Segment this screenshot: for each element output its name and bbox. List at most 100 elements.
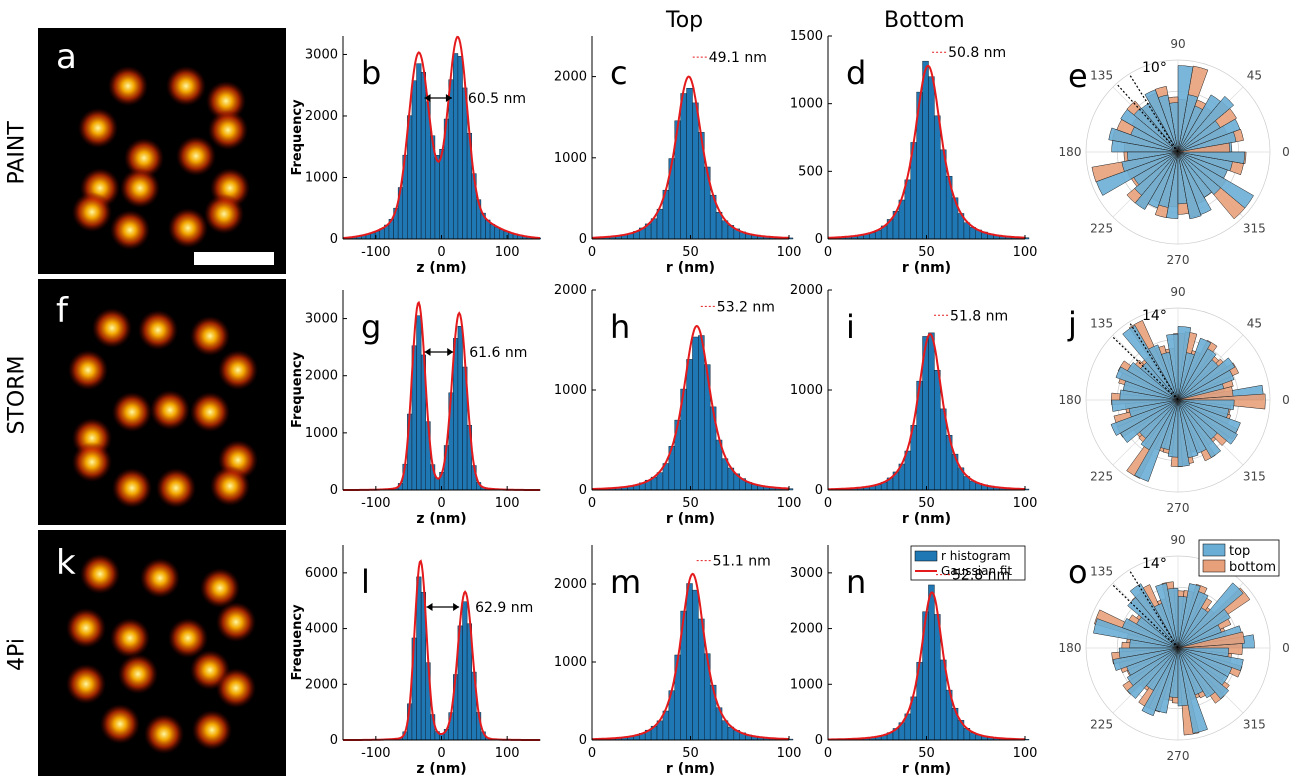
image-spot [216,602,256,642]
y-tick-label: 2000 [305,109,338,124]
polar-legend-swatch-top [1202,543,1226,557]
polar-wedge-top [1177,95,1235,153]
x-tick-label: 0 [824,245,832,260]
polar-angle-label: 45 [1247,317,1262,331]
separation-label: 62.9 nm [475,600,533,616]
image-spot [110,210,150,250]
polar-wedge-top [1177,647,1208,734]
polar-wedge-top [1166,151,1179,219]
x-axis-label: r (nm) [666,511,715,527]
panel-letter-g: g [361,308,381,346]
polar-legend-label-top: top [1229,544,1250,559]
polar-angle-label: 45 [1247,69,1262,83]
histogram-bar [934,614,941,741]
panel-letter-n: n [846,563,866,601]
x-axis-label: z (nm) [416,260,466,276]
y-tick-label: 0 [815,733,823,748]
histogram-bar [457,326,463,491]
histogram-bar [448,79,454,240]
image-spot [112,468,152,508]
x-tick-label: 50 [918,245,935,260]
polar-legend-label-bottom: bottom [1229,560,1276,575]
polar-angle-label: 90 [1170,37,1185,51]
y-tick-label: 3000 [305,47,338,62]
gaussian-fit-line [592,325,789,490]
histogram-bar [692,589,699,741]
y-tick-label: 1000 [554,151,587,166]
angle-label: 10° [1142,60,1167,76]
y-axis-label: Frequency [290,351,305,428]
x-axis-label: r (nm) [666,260,715,276]
histogram-bar [439,149,445,240]
image-spot [78,108,118,148]
y-tick-label: 0 [579,232,587,247]
image-spot [206,81,246,121]
polar-wedge-top [1177,151,1254,209]
histogram-bar [928,332,935,491]
y-tick-label: 1000 [554,383,587,398]
histogram-bar [462,601,468,741]
polar-angle-label: 315 [1243,221,1266,235]
histogram-bar [904,179,911,240]
y-tick-label: 1000 [305,426,338,441]
y-tick-label: 3000 [305,312,338,327]
polar-angle-label: 180 [1059,641,1082,655]
y-tick-label: 1000 [790,97,823,112]
y-tick-label: 2000 [305,369,338,384]
panel-letter-m: m [610,563,641,601]
image-spot [112,392,152,432]
histogram-bar [686,359,693,491]
polar-angle-label: 0 [1282,145,1290,159]
panel-letter-j: j [1067,305,1077,343]
x-axis-label: r (nm) [902,761,951,777]
y-tick-label: 0 [579,733,587,748]
polar-angle-label: 135 [1090,565,1113,579]
x-tick-label: 0 [588,746,596,761]
polar-angle-label: 315 [1243,469,1266,483]
arrow-head-left [424,348,431,356]
peak-label: 52.8 nm [952,568,1010,584]
x-tick-label: 0 [588,496,596,511]
histogram-bar [686,88,693,240]
image-spot [210,466,250,506]
x-tick-label: 100 [495,496,520,511]
y-tick-label: 4000 [305,622,338,637]
histogram-bar [692,102,699,240]
y-tick-label: 1000 [790,383,823,398]
histogram-bar [416,63,422,240]
y-tick-label: 0 [330,483,338,498]
y-tick-label: 1000 [554,655,587,670]
angle-line-1 [1128,569,1179,649]
image-spot [144,714,184,754]
image-spot [66,664,106,704]
image-spot [108,66,148,106]
panel-letter-d: d [846,54,866,92]
polar-wedge-top [1177,65,1194,153]
image-spot [72,442,112,482]
y-tick-label: 2000 [790,622,823,637]
x-tick-label: 100 [777,245,802,260]
panel-letter-o: o [1068,553,1088,591]
polar-wedge-top [1127,647,1179,699]
column-title-bottom: Bottom [884,8,965,33]
polar-wedge-top [1177,399,1238,445]
polar-angle-label: 315 [1243,717,1266,731]
image-spot [92,308,132,348]
y-tick-label: 0 [815,232,823,247]
scale-bar [194,252,274,265]
polar-wedge-top [1177,647,1229,658]
legend-label-histogram: r histogram [941,549,1011,563]
x-tick-label: 0 [437,746,445,761]
polar-wedge-top [1177,151,1245,164]
histogram-bar [457,56,463,240]
polar-wedge-top [1177,94,1221,153]
image-spot [100,704,140,744]
histogram-bar [715,211,723,240]
image-spot [166,66,206,106]
image-spot [66,608,106,648]
